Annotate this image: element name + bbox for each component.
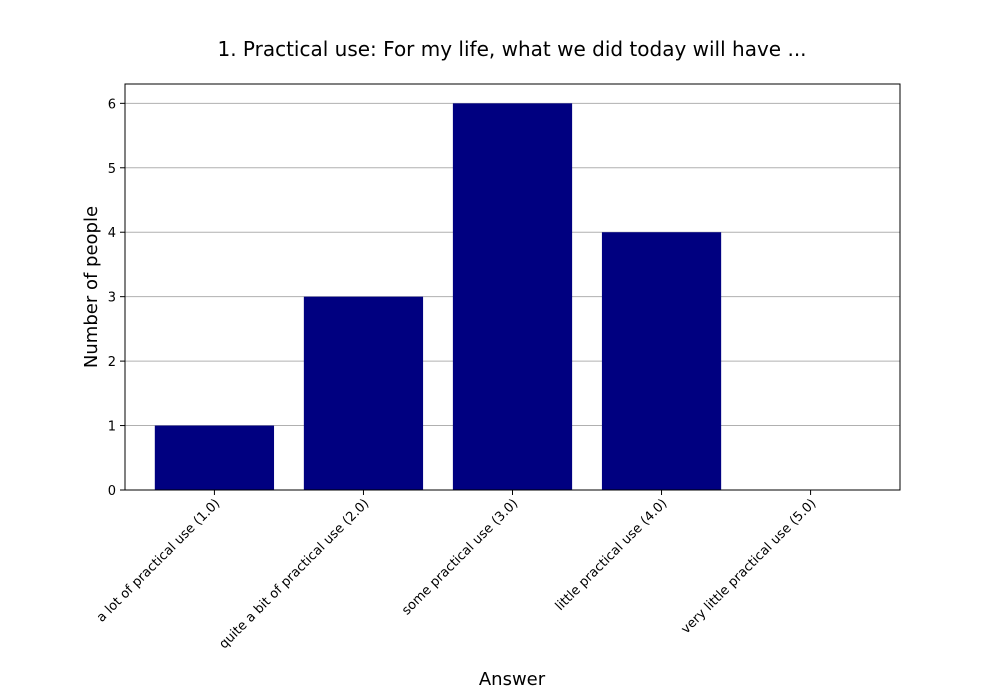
bars [154,103,722,490]
y-tick-label-4: 4 [108,226,116,241]
x-tick-label-1: a lot of practical use (1.0) [94,496,223,625]
x-axis-label: Answer [479,669,546,690]
x-tick-label-2: quite a bit of practical use (2.0) [216,496,372,652]
bar-4 [601,232,722,490]
y-axis-ticks: 0 1 2 3 4 5 6 [108,97,125,499]
y-tick-label-2: 2 [108,355,116,370]
bar-1 [154,425,275,490]
x-tick-label-5: very little practical use (5.0) [679,496,820,637]
y-tick-label-0: 0 [108,484,116,499]
bar-3 [452,103,573,490]
x-axis-ticks: a lot of practical use (1.0)quite a bit … [94,490,819,652]
y-tick-label-6: 6 [108,97,116,112]
y-tick-label-3: 3 [108,291,116,306]
y-tick-label-5: 5 [108,162,116,177]
chart-title: 1. Practical use: For my life, what we d… [217,37,806,61]
bar-2 [303,296,424,490]
y-tick-label-1: 1 [108,420,116,435]
x-tick-label-3: some practical use (3.0) [399,496,521,618]
x-tick-label-4: little practical use (4.0) [553,496,671,614]
y-axis-label: Number of people [81,206,102,368]
